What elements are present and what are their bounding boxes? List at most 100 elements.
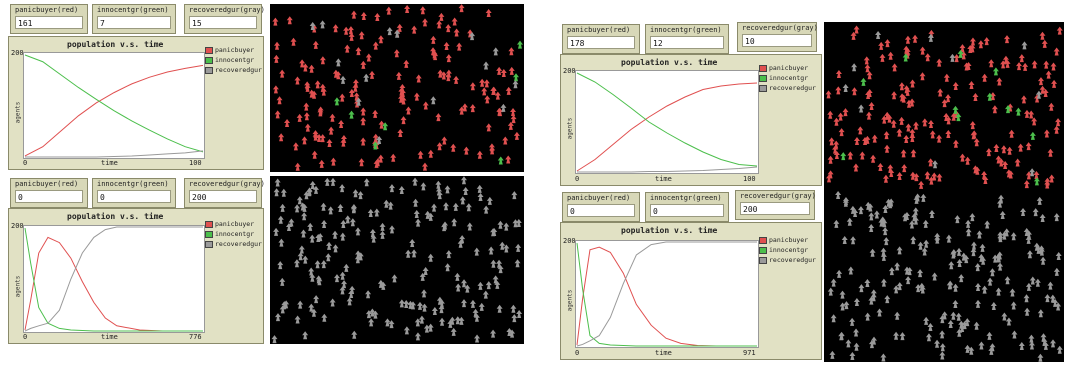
agent-recovered-icon xyxy=(441,223,448,232)
monitor-value: 178 xyxy=(567,36,635,49)
agent-recovered-icon xyxy=(454,272,461,281)
agent-recovered-icon xyxy=(403,300,410,309)
agent-recovered-icon xyxy=(409,238,416,247)
agent-recovered-icon xyxy=(939,343,946,352)
agent-recovered-icon xyxy=(466,222,473,231)
agent-recovered-icon xyxy=(838,331,845,340)
agent-panic-icon xyxy=(972,165,979,174)
agent-recovered-icon xyxy=(512,219,519,228)
agent-panic-icon xyxy=(991,105,998,114)
agent-panic-icon xyxy=(952,81,959,90)
agent-recovered-icon xyxy=(1037,309,1044,318)
agent-recovered-icon xyxy=(462,186,469,195)
agent-panic-icon xyxy=(510,108,517,117)
agent-recovered-icon xyxy=(302,255,309,264)
agent-panic-icon xyxy=(1016,62,1023,71)
legend-label: panicbuyer xyxy=(215,220,255,228)
agent-panic-icon xyxy=(995,155,1002,164)
agent-recovered-icon xyxy=(499,241,506,250)
plot-legend: panicbuyer innocentgr recoveredgur xyxy=(205,219,262,249)
agent-recovered-icon xyxy=(461,279,468,288)
agent-recovered-icon xyxy=(1039,213,1046,222)
agent-recovered-icon xyxy=(952,300,959,309)
agent-panic-icon xyxy=(912,34,919,43)
agent-panic-icon xyxy=(360,107,367,116)
agents-layer xyxy=(825,25,1063,189)
agent-recovered-icon xyxy=(299,202,306,211)
agent-innocent-icon xyxy=(333,97,340,106)
monitor-panic: panicbuyer(red) 0 xyxy=(562,192,640,222)
agent-recovered-icon xyxy=(405,249,412,258)
agent-panic-icon xyxy=(317,108,324,117)
world-view[interactable] xyxy=(270,4,524,172)
agent-panic-icon xyxy=(436,142,443,151)
agent-recovered-icon xyxy=(421,289,428,298)
agent-panic-icon xyxy=(945,94,952,103)
world-view[interactable] xyxy=(270,176,524,344)
agent-recovered-icon xyxy=(997,262,1004,271)
agent-recovered-icon xyxy=(1047,281,1054,290)
agent-recovered-icon xyxy=(464,284,471,293)
agent-recovered-icon xyxy=(961,321,968,330)
agent-recovered-icon xyxy=(340,219,347,228)
agent-panic-icon xyxy=(827,170,834,179)
agent-panic-icon xyxy=(304,83,311,92)
agent-recovered-icon xyxy=(894,311,901,320)
agent-recovered-icon xyxy=(853,328,860,337)
agent-panic-icon xyxy=(1043,129,1050,138)
agent-recovered-icon xyxy=(849,352,856,361)
agent-recovered-icon xyxy=(320,260,327,269)
agent-recovered-icon xyxy=(839,302,846,311)
plot-svg xyxy=(24,54,204,158)
agent-recovered-icon xyxy=(912,207,919,216)
agent-recovered-icon xyxy=(996,199,1003,208)
monitor-panic: panicbuyer(red) 161 xyxy=(10,4,88,34)
legend-item: innocentgr xyxy=(759,245,816,255)
agent-recovered-icon xyxy=(379,230,386,239)
agent-recovered-icon xyxy=(830,314,837,323)
agent-panic-icon xyxy=(286,16,293,25)
agent-panic-icon xyxy=(413,92,420,101)
agent-recovered-icon xyxy=(388,184,395,193)
agent-panic-icon xyxy=(311,150,318,159)
agent-recovered-icon xyxy=(386,27,393,36)
legend-label: recoveredgur xyxy=(215,66,262,74)
agent-recovered-icon xyxy=(1005,317,1012,326)
agent-panic-icon xyxy=(837,112,844,121)
agent-panic-icon xyxy=(864,64,871,73)
agent-panic-icon xyxy=(274,41,281,50)
agent-innocent-icon xyxy=(497,156,504,165)
agent-panic-icon xyxy=(469,82,476,91)
world-view[interactable] xyxy=(824,190,1064,362)
agent-panic-icon xyxy=(879,53,886,62)
monitor-label: panicbuyer(red) xyxy=(15,180,79,188)
agent-recovered-icon xyxy=(912,216,919,225)
agent-panic-icon xyxy=(953,54,960,63)
agent-recovered-icon xyxy=(357,191,364,200)
agent-panic-icon xyxy=(404,5,411,14)
agent-panic-icon xyxy=(959,153,966,162)
agent-panic-icon xyxy=(1017,143,1024,152)
agent-panic-icon xyxy=(377,154,384,163)
legend-swatch xyxy=(759,256,767,264)
agent-recovered-icon xyxy=(355,97,362,106)
agent-recovered-icon xyxy=(948,261,955,270)
agent-recovered-icon xyxy=(444,263,451,272)
agent-panic-icon xyxy=(919,72,926,81)
agent-panic-icon xyxy=(1048,102,1055,111)
agent-panic-icon xyxy=(1002,161,1009,170)
agent-recovered-icon xyxy=(427,323,434,332)
agent-panic-icon xyxy=(1043,60,1050,69)
world-view[interactable] xyxy=(824,22,1064,190)
agent-recovered-icon xyxy=(875,30,882,39)
agent-recovered-icon xyxy=(485,281,492,290)
agent-recovered-icon xyxy=(414,332,421,341)
agent-recovered-icon xyxy=(925,333,932,342)
monitor-label: recoveredgur(gray) xyxy=(189,180,265,188)
legend-item: recoveredgur xyxy=(759,255,816,265)
agent-recovered-icon xyxy=(279,203,286,212)
agent-recovered-icon xyxy=(300,229,307,238)
agent-recovered-icon xyxy=(483,61,490,70)
series-line-panicbuyer xyxy=(576,82,758,172)
population-plot: population v.s. time agents 200 0 time 1… xyxy=(8,36,264,170)
